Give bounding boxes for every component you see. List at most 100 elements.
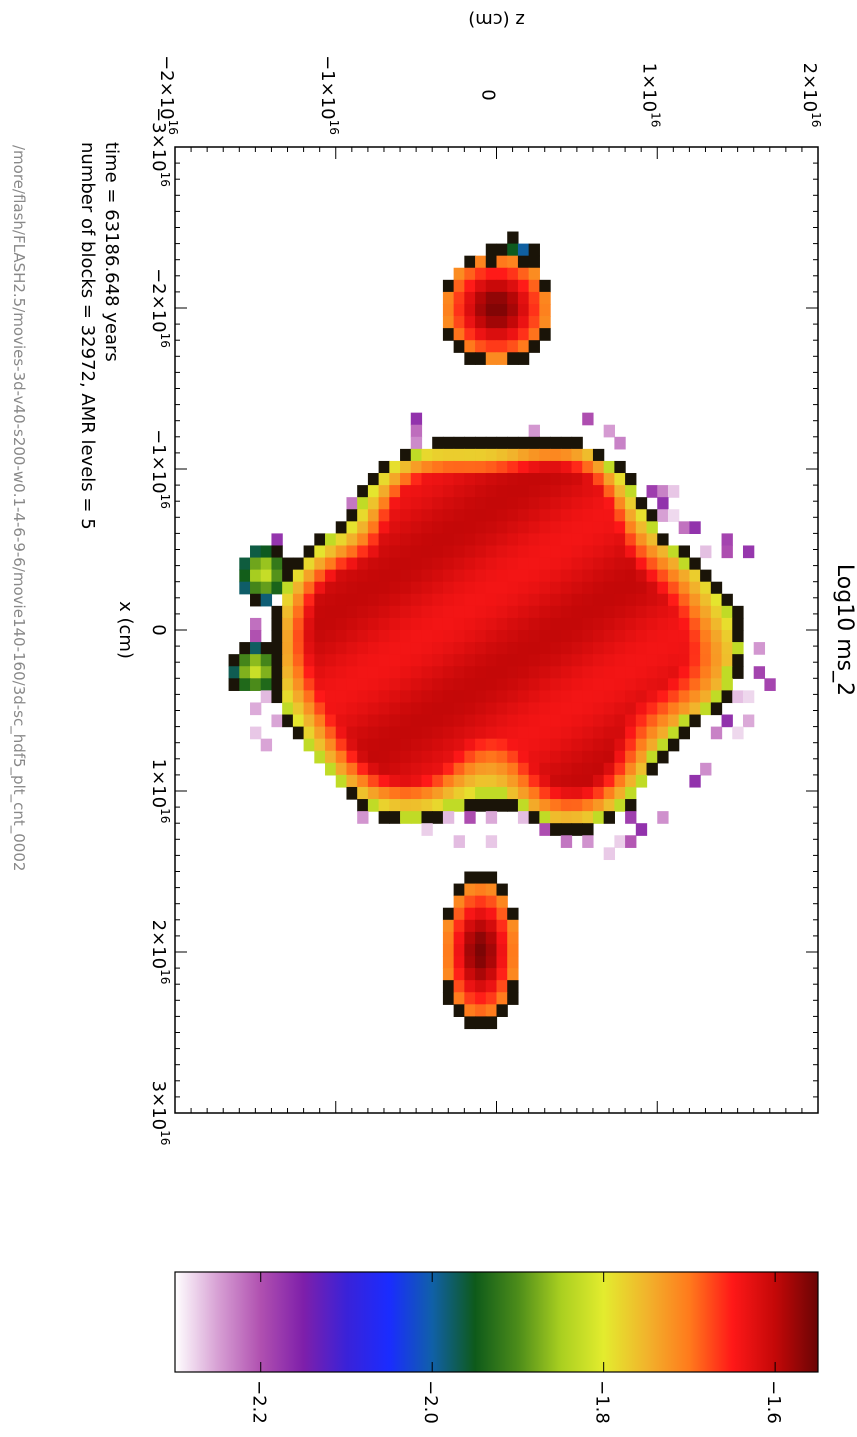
heatmap-cell [603, 557, 615, 571]
heatmap-cell [453, 473, 465, 486]
heatmap-cell [357, 617, 369, 631]
heatmap-cell [507, 473, 519, 486]
heatmap-cell [582, 569, 594, 583]
heatmap-cell [357, 569, 369, 583]
heatmap-cell [400, 774, 412, 788]
heatmap-cell [507, 267, 519, 281]
heatmap-cell [421, 642, 433, 655]
heatmap-cell [560, 569, 573, 583]
heatmap-cell [271, 666, 283, 679]
heatmap-cell [303, 545, 315, 559]
heatmap-cell [421, 630, 433, 643]
heatmap-cell [475, 799, 487, 812]
heatmap-cell [421, 533, 433, 547]
heatmap-cell [464, 340, 476, 353]
heatmap-cell [367, 605, 380, 619]
heatmap-cell [539, 485, 551, 498]
heatmap-cell [346, 593, 358, 607]
z-tick-label-exponent: 16 [648, 112, 662, 127]
heatmap-cell [442, 702, 455, 716]
heatmap-cell [410, 460, 423, 474]
heatmap-cell [571, 750, 583, 764]
heatmap-cell [421, 786, 433, 800]
heatmap-cell [475, 678, 487, 691]
heatmap-cell [389, 593, 401, 607]
heatmap-cell [517, 605, 530, 619]
chart-title: Log10 ms_2 [832, 564, 857, 696]
heatmap-cell [571, 605, 583, 619]
heatmap-cell [571, 654, 583, 667]
heatmap-cell [614, 569, 626, 583]
heatmap-cell [389, 617, 401, 631]
heatmap-cell [539, 702, 551, 716]
heatmap-cell [410, 581, 423, 595]
heatmap-cell [335, 557, 348, 571]
heatmap-cell [635, 750, 648, 764]
heatmap-cell [410, 714, 423, 728]
heatmap-cell [571, 774, 583, 788]
heatmap-cell [314, 738, 326, 752]
heatmap-cell [667, 630, 680, 643]
heatmap-cell [325, 605, 337, 619]
heatmap-cell [475, 871, 487, 885]
heatmap-cell [550, 799, 562, 812]
heatmap-cell [571, 690, 583, 704]
heatmap-cell [378, 617, 390, 631]
heatmap-cell [314, 726, 326, 740]
heatmap-cell [475, 786, 487, 800]
heatmap-cell [464, 279, 476, 293]
heatmap-cell [432, 569, 444, 583]
heatmap-cell [228, 666, 240, 679]
heatmap-cell [700, 569, 712, 583]
heatmap-cell [560, 702, 573, 716]
heatmap-cell [646, 605, 658, 619]
heatmap-cell [292, 654, 305, 667]
heatmap-cell [721, 714, 733, 728]
heatmap-cell [464, 931, 476, 945]
heatmap-cell [346, 666, 358, 679]
heatmap-cell [453, 750, 465, 764]
heatmap-cell [507, 291, 519, 305]
heatmap-cell [496, 654, 508, 667]
heatmap-cell [528, 774, 540, 788]
heatmap-cell [442, 642, 455, 655]
heatmap-cells [228, 231, 776, 1030]
heatmap-cell [389, 774, 401, 788]
heatmap-cell [357, 605, 369, 619]
heatmap-cell [496, 557, 508, 571]
heatmap-cell [475, 968, 487, 981]
heatmap-cell [496, 352, 508, 365]
x-tick-label: −2×1016 [148, 268, 172, 348]
heatmap-cell [442, 956, 455, 969]
heatmap-cell [367, 569, 380, 583]
heatmap-cell [507, 690, 519, 704]
heatmap-cell [453, 267, 465, 281]
heatmap-cell [260, 666, 273, 679]
heatmap-cell [442, 630, 455, 643]
heatmap-cell [689, 617, 701, 631]
heatmap-cell [517, 545, 530, 559]
heatmap-cell [410, 726, 423, 740]
heatmap-cell [742, 690, 755, 704]
heatmap-cell [464, 750, 476, 764]
heatmap-cell [475, 883, 487, 897]
heatmap-cell [475, 605, 487, 619]
heatmap-cell [475, 521, 487, 534]
heatmap-cell [453, 630, 465, 643]
heatmap-cell [282, 581, 294, 595]
heatmap-cell [528, 521, 540, 534]
heatmap-cell [475, 593, 487, 607]
heatmap-cell [625, 714, 637, 728]
heatmap-cell [485, 968, 498, 981]
heatmap-cell [603, 473, 615, 486]
heatmap-cell [442, 557, 455, 571]
heatmap-cell [539, 811, 551, 824]
heatmap-cell [325, 702, 337, 716]
heatmap-cell [367, 473, 380, 486]
heatmap-cell [635, 738, 648, 752]
heatmap-cell [475, 460, 487, 474]
heatmap-cell [517, 509, 530, 522]
heatmap-cell [475, 992, 487, 1005]
heatmap-cell [357, 666, 369, 679]
heatmap-cell [517, 581, 530, 595]
